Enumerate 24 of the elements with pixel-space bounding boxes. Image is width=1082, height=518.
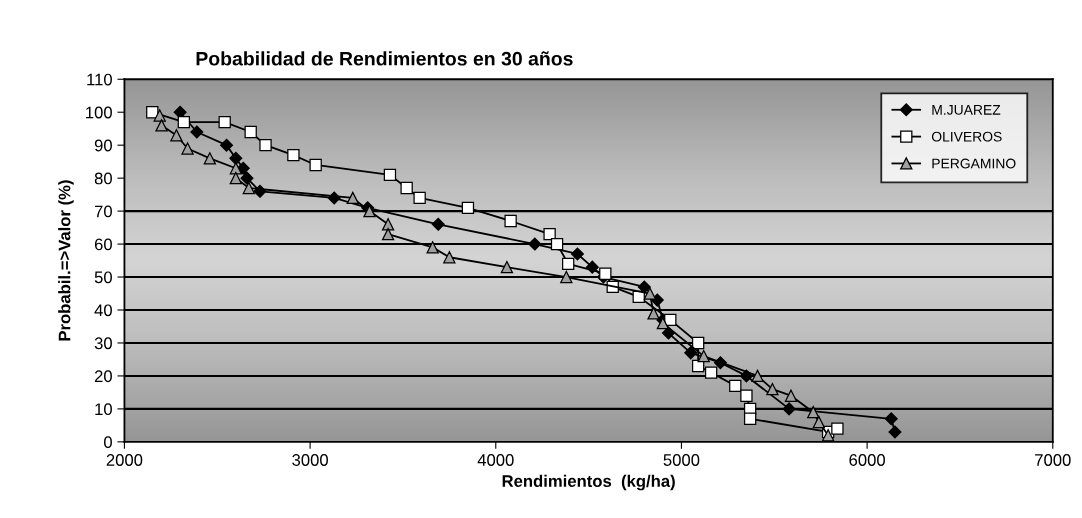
legend-label: M.JUAREZ: [932, 105, 1001, 115]
x-axis-title: Rendimientos (kg/ha): [502, 474, 675, 491]
legend-label: PERGAMINO: [932, 158, 1016, 169]
y-tick-label: 60: [94, 238, 112, 251]
y-tick-label: 40: [94, 304, 112, 317]
y-tick-label: 20: [94, 370, 112, 383]
y-tick-label: 70: [94, 205, 112, 218]
x-tick-label: 3000: [292, 454, 328, 466]
y-tick-label: 110: [87, 73, 112, 86]
y-tick-label: 90: [94, 139, 112, 152]
x-tick-label: 4000: [477, 454, 514, 466]
y-tick-label: 50: [94, 271, 112, 284]
y-tick-label: 10: [95, 403, 112, 416]
legend-label: OLIVEROS: [931, 131, 1002, 142]
x-tick-label: 2000: [106, 454, 143, 466]
y-axis-title: Probabil.=>Valor (%): [58, 180, 74, 341]
y-tick-label: 0: [104, 436, 112, 449]
x-tick-label: 6000: [849, 454, 885, 466]
y-tick-label: 80: [94, 172, 112, 185]
y-tick-label: 30: [94, 337, 112, 350]
y-tick-label: 100: [86, 106, 112, 119]
chart-title: Pobabilidad de Rendimientos en 30 años: [196, 51, 573, 66]
x-tick-label: 5000: [663, 454, 700, 466]
x-tick-label: 7000: [1035, 454, 1071, 466]
